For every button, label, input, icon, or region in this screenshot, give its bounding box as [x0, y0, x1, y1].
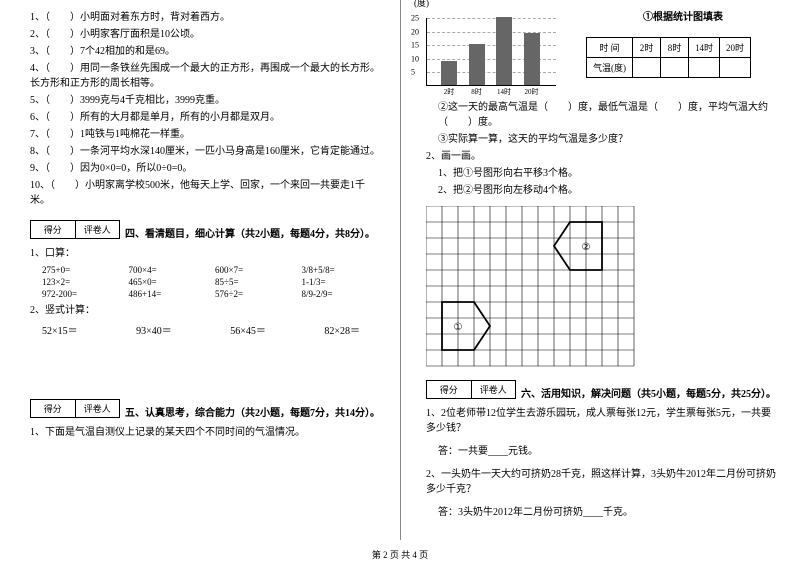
calc-item: 123×2= [42, 277, 121, 287]
calc-item: 3/8+5/8= [302, 265, 381, 275]
judgment-list: 1、（ ）小明面对着东方时，背对着西方。 2、（ ）小明家客厅面积是10公顷。 … [30, 10, 380, 208]
judgment-item: 1、（ ）小明面对着东方时，背对着西方。 [30, 10, 380, 25]
section-4-title: 四、看清题目，细心计算（共2小题，每题4分，共8分）。 [125, 225, 380, 240]
grader-label: 评卷人 [76, 400, 120, 417]
temperature-bar-chart: (度) 5101520252时8时14时20时 [426, 8, 566, 98]
grader-label: 评卷人 [76, 221, 120, 238]
score-box: 得分 评卷人 [30, 399, 120, 418]
temperature-table: 时 间2时8时14时20时 气温(度) [586, 37, 751, 78]
calc-item: 486+14= [129, 289, 208, 299]
judgment-item: 4、（ ）用同一条铁丝先围成一个最大的正方形，再围成一个最大的长方形。长方形和正… [30, 61, 380, 91]
sub-q3: ③实际算一算，这天的平均气温是多少度？ [426, 132, 780, 147]
score-label: 得分 [31, 400, 76, 417]
calc-item: 275+0= [42, 265, 121, 275]
oral-calc-grid: 275+0= 700×4= 600×7= 3/8+5/8= 123×2= 465… [30, 265, 380, 299]
grid-svg: ①② [426, 206, 636, 368]
grid-figure: ①② [426, 206, 780, 368]
section-5-title: 五、认真思考，综合能力（共2小题，每题7分，共14分）。 [125, 404, 380, 419]
score-label: 得分 [427, 381, 472, 398]
judgment-item: 2、（ ）小明家客厅面积是10公顷。 [30, 27, 380, 42]
judgment-item: 10、（ ）小明家离学校500米，他每天上学、回家，一个来回一共要走1千米。 [30, 178, 380, 208]
score-box: 得分 评卷人 [426, 380, 516, 399]
y-axis-unit: (度) [414, 0, 429, 9]
answer-2: 答：3头奶牛2012年二月份可挤奶____千克。 [426, 503, 780, 518]
judgment-item: 9、（ ）因为0×0=0，所以0÷0=0。 [30, 161, 380, 176]
svg-text:①: ① [454, 322, 463, 333]
page-footer: 第 2 页 共 4 页 [0, 548, 800, 561]
calc-item: 600×7= [215, 265, 294, 275]
judgment-item: 6、（ ）所有的大月都是单月，所有的小月都是双月。 [30, 110, 380, 125]
vertical-calc-row: 52×15＝ 93×40＝ 56×45＝ 82×28＝ [30, 322, 380, 337]
chart-area: (度) 5101520252时8时14时20时 ①根据统计图填表 时 间2时8时… [426, 8, 780, 98]
judgment-item: 3、（ ）7个42相加的和是69。 [30, 44, 380, 59]
calc-item: 576÷2= [215, 289, 294, 299]
q1-label: 1、口算： [30, 246, 380, 261]
chart-title: ①根据统计图填表 [586, 8, 780, 23]
calc-item: 8/9-2/9= [302, 289, 381, 299]
svg-text:②: ② [582, 242, 591, 253]
q5-1: 1、下面是气温自测仪上记录的某天四个不同时间的气温情况。 [30, 425, 380, 440]
calc-item: 82×28＝ [324, 322, 360, 337]
table-row-label: 气温(度) [587, 58, 633, 78]
score-box: 得分 评卷人 [30, 220, 120, 239]
q2-1: 1、把①号图形向右平移3个格。 [426, 166, 780, 181]
q2-head: 2、画一画。 [426, 149, 780, 164]
calc-item: 52×15＝ [42, 322, 78, 337]
judgment-item: 7、（ ）1吨铁与1吨棉花一样重。 [30, 127, 380, 142]
sub-q2: ②这一天的最高气温是（ ）度，最低气温是（ ）度，平均气温大约（ ）度。 [426, 100, 780, 130]
grader-label: 评卷人 [472, 381, 516, 398]
q2-label: 2、竖式计算： [30, 303, 380, 318]
q6-2: 2、一头奶牛一天大约可挤奶28千克，照这样计算，3头奶牛2012年二月份可挤奶多… [426, 467, 780, 497]
calc-item: 85÷5= [215, 277, 294, 287]
q2-2: 2、把②号图形向左移动4个格。 [426, 183, 780, 198]
score-label: 得分 [31, 221, 76, 238]
calc-item: 93×40＝ [136, 322, 172, 337]
judgment-item: 8、（ ）一条河平均水深140厘米，一匹小马身高是160厘米，它肯定能通过。 [30, 144, 380, 159]
calc-item: 700×4= [129, 265, 208, 275]
calc-item: 1-1/3= [302, 277, 381, 287]
judgment-item: 5、（ ）3999克与4千克相比，3999克重。 [30, 93, 380, 108]
calc-item: 465×0= [129, 277, 208, 287]
calc-item: 56×45＝ [230, 322, 266, 337]
q6-1: 1、2位老师带12位学生去游乐园玩，成人票每张12元，学生票每张5元，一共要多少… [426, 406, 780, 436]
calc-item: 972-200= [42, 289, 121, 299]
answer-1: 答：一共要____元钱。 [426, 442, 780, 457]
section-6-title: 六、活用知识，解决问题（共5小题，每题5分，共25分）。 [521, 385, 780, 400]
